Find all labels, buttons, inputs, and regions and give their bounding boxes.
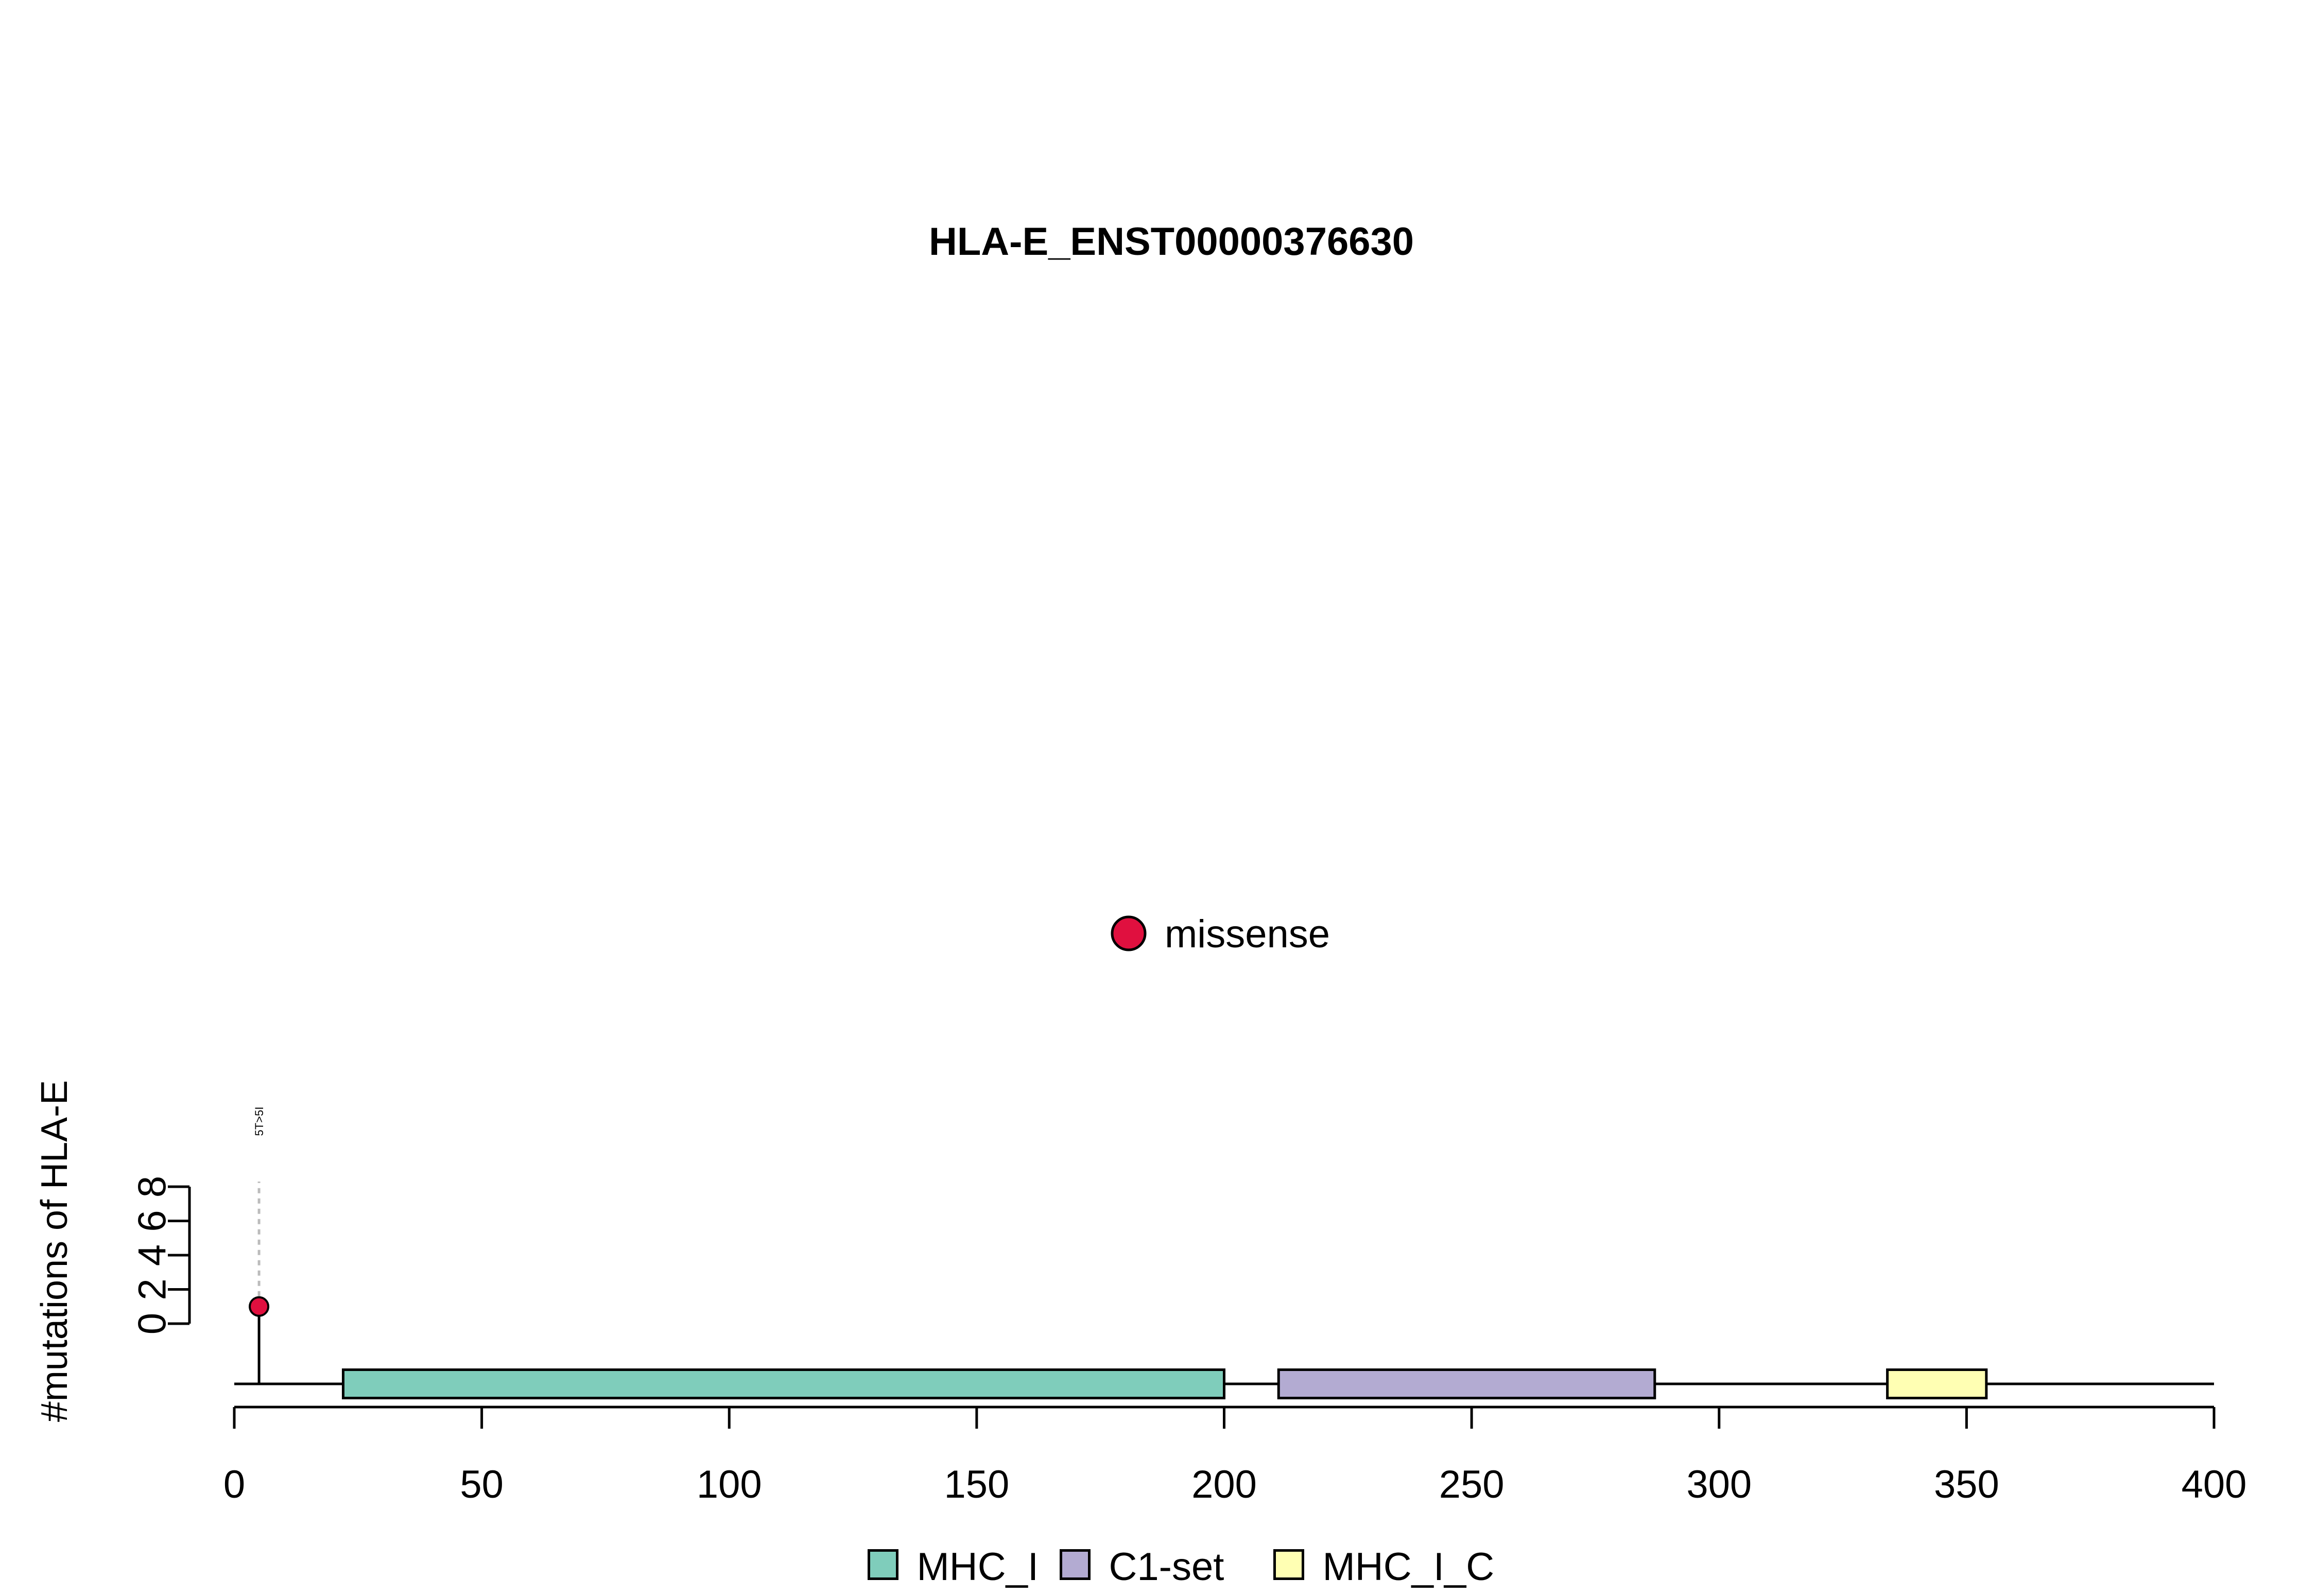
legend-swatch-mhc-i-c <box>1273 1549 1304 1580</box>
y-tick-label-6: 6 <box>131 1210 175 1231</box>
x-tick-label-50: 50 <box>460 1463 504 1506</box>
x-tick-label-100: 100 <box>697 1463 762 1506</box>
x-tick-label-0: 0 <box>223 1463 245 1506</box>
x-tick-label-250: 250 <box>1439 1463 1505 1506</box>
x-tick-label-300: 300 <box>1686 1463 1752 1506</box>
legend-swatch-mhc-i <box>868 1549 898 1580</box>
legend-label-c1-set: C1-set <box>1109 1545 1224 1589</box>
legend-label-mhc-i-c: MHC_I_C <box>1323 1545 1495 1589</box>
legend-label-mhc-i: MHC_I <box>917 1545 1039 1589</box>
domain-legend: MHC_I C1-set MHC_I_C <box>868 1545 1495 1589</box>
domain-mhc-i-c <box>1886 1368 1988 1399</box>
mutation-point <box>249 1296 270 1317</box>
mutation-legend: missense <box>1111 912 1330 956</box>
y-tick-label-4: 4 <box>131 1244 175 1266</box>
legend-marker-missense <box>1111 915 1147 951</box>
chart-title: HLA-E_ENST00000376630 <box>929 220 1414 264</box>
x-axis: 0 50 100 150 200 250 300 350 400 <box>223 1406 2247 1506</box>
y-tick-label-8: 8 <box>131 1176 175 1198</box>
domain-c1-set <box>1277 1368 1656 1399</box>
x-tick-label-150: 150 <box>944 1463 1009 1506</box>
mutation-lollipops: 5T>5I <box>249 1107 270 1384</box>
y-axis: 0 2 4 6 8 <box>131 1176 191 1334</box>
protein-domains <box>341 1368 1988 1399</box>
legend-swatch-c1-set <box>1060 1549 1091 1580</box>
y-axis-label: #mutations of HLA-E <box>34 1080 75 1422</box>
y-tick-label-2: 2 <box>131 1278 175 1300</box>
y-tick-label-0: 0 <box>131 1313 175 1334</box>
legend-label-missense: missense <box>1165 912 1330 956</box>
x-tick-label-400: 400 <box>2182 1463 2247 1506</box>
domain-mhc-i <box>341 1368 1225 1399</box>
x-tick-label-200: 200 <box>1191 1463 1257 1506</box>
x-tick-label-350: 350 <box>1934 1463 1999 1506</box>
mutation-label: 5T>5I <box>253 1107 266 1136</box>
